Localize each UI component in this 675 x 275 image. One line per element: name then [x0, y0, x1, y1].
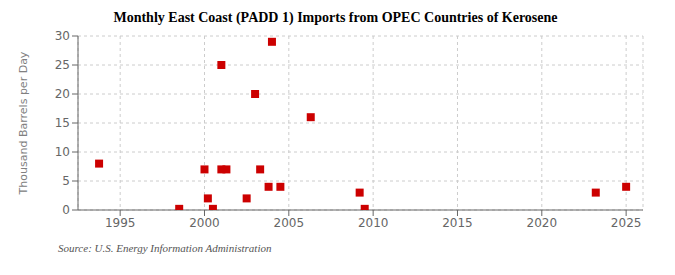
- svg-text:2020: 2020: [527, 216, 558, 230]
- svg-text:1995: 1995: [105, 216, 136, 230]
- svg-text:2005: 2005: [274, 216, 305, 230]
- html-text:Monthly East Coast (PADD 1) Im: Monthly East Coast (PADD 1) Imports from…: [113, 10, 558, 25]
- svg-text:Thousand Barrels per Day: Thousand Barrels per Day: [17, 51, 30, 195]
- html-text:Source: U.S. Energy Informatio: Source: U.S. Energy Information Administ…: [58, 242, 272, 254]
- svg-text:25: 25: [55, 58, 70, 72]
- svg-text:30: 30: [55, 29, 70, 43]
- svg-text:10: 10: [55, 145, 70, 159]
- svg-text:15: 15: [55, 116, 70, 130]
- svg-text:2010: 2010: [358, 216, 389, 230]
- svg-text:20: 20: [55, 87, 70, 101]
- svg-text:2025: 2025: [611, 216, 642, 230]
- svg-text:5: 5: [62, 174, 70, 188]
- svg-text:2015: 2015: [442, 216, 473, 230]
- svg-text:2000: 2000: [189, 216, 220, 230]
- svg-text:0: 0: [62, 203, 70, 217]
